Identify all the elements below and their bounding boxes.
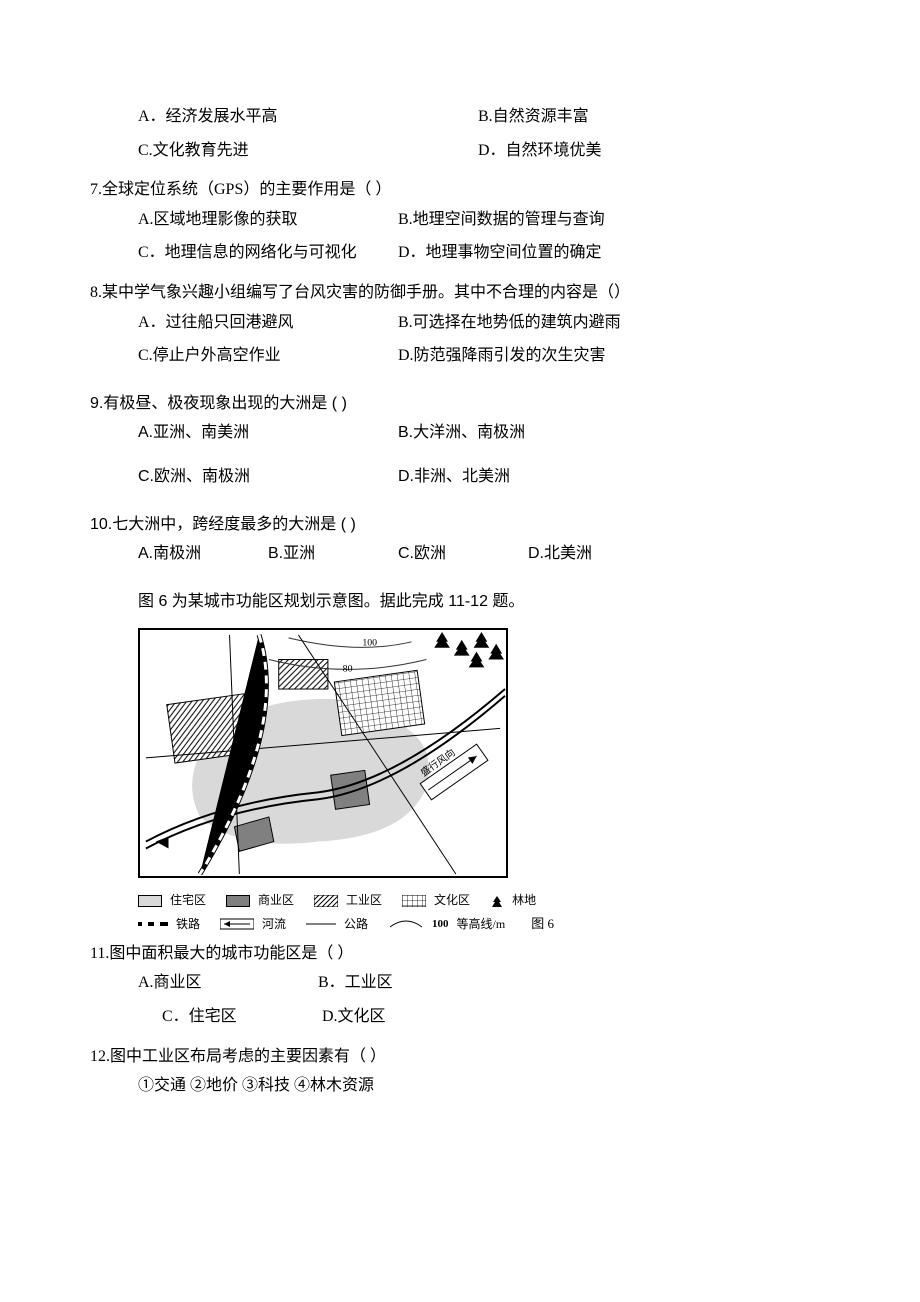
swatch-culture bbox=[402, 895, 426, 907]
legend-culture: 文化区 bbox=[434, 891, 470, 910]
option-c: C.文化教育先进 bbox=[138, 138, 478, 164]
option-row: A．经济发展水平高 B.自然资源丰富 bbox=[90, 104, 830, 134]
factors-line: ①交通 ②地价 ③科技 ④林木资源 bbox=[90, 1073, 830, 1099]
option-row: A.亚洲、南美洲 B.大洋洲、南极洲 bbox=[90, 420, 830, 450]
contour-example-label: 100 bbox=[432, 916, 449, 934]
swatch-industrial bbox=[314, 895, 338, 907]
question-text: 12.图中工业区布局考虑的主要因素有（ ） bbox=[90, 1044, 830, 1070]
option-a: A.亚洲、南美洲 bbox=[138, 420, 398, 446]
figure-caption: 图 6 bbox=[531, 914, 554, 935]
swatch-commercial bbox=[226, 895, 250, 907]
option-b: B.自然资源丰富 bbox=[478, 104, 818, 130]
legend-row-1: 住宅区 商业区 工业区 文化区 林地 bbox=[138, 891, 830, 910]
legend-rail: 铁路 bbox=[176, 915, 200, 934]
option-a: A．经济发展水平高 bbox=[138, 104, 478, 130]
option-c: C．地理信息的网络化与可视化 bbox=[138, 240, 398, 266]
question-trailing: A．经济发展水平高 B.自然资源丰富 C.文化教育先进 D．自然环境优美 bbox=[90, 104, 830, 167]
tree-icon bbox=[490, 894, 504, 908]
question-12: 12.图中工业区布局考虑的主要因素有（ ） ①交通 ②地价 ③科技 ④林木资源 bbox=[90, 1044, 830, 1099]
question-text: 8.某中学气象兴趣小组编写了台风灾害的防御手册。其中不合理的内容是（） bbox=[90, 280, 830, 306]
forest-icon bbox=[434, 632, 504, 667]
question-text: 7.全球定位系统（GPS）的主要作用是（ ） bbox=[90, 177, 830, 203]
legend-row-2: 铁路 河流 公路 100 等高线/m 图 6 bbox=[138, 914, 830, 935]
figure-intro: 图 6 为某城市功能区规划示意图。据此完成 11-12 题。 bbox=[90, 589, 830, 615]
option-b: B．工业区 bbox=[318, 970, 578, 996]
option-c: C．住宅区 bbox=[162, 1004, 322, 1030]
legend-residential: 住宅区 bbox=[170, 891, 206, 910]
question-9: 9.有极昼、极夜现象出现的大洲是 ( ) A.亚洲、南美洲 B.大洋洲、南极洲 … bbox=[90, 391, 830, 494]
question-text: 9.有极昼、极夜现象出现的大洲是 ( ) bbox=[90, 391, 830, 417]
option-row: C．住宅区 D.文化区 bbox=[90, 1004, 830, 1034]
option-b: B.可选择在地势低的建筑内避雨 bbox=[398, 310, 658, 336]
option-c: C.欧洲 bbox=[398, 541, 508, 567]
option-c: C.欧洲、南极洲 bbox=[138, 464, 398, 490]
legend-river: 河流 bbox=[262, 915, 286, 934]
option-d: D.北美洲 bbox=[528, 541, 638, 567]
option-row: A.南极洲 B.亚洲 C.欧洲 D.北美洲 bbox=[90, 541, 830, 571]
option-d: D.非洲、北美洲 bbox=[398, 464, 658, 490]
contour-icon bbox=[388, 917, 424, 931]
option-c: C.停止户外高空作业 bbox=[138, 343, 398, 369]
road-icon bbox=[306, 919, 336, 929]
option-d: D．地理事物空间位置的确定 bbox=[398, 240, 658, 266]
option-b: B.亚洲 bbox=[268, 541, 378, 567]
question-8: 8.某中学气象兴趣小组编写了台风灾害的防御手册。其中不合理的内容是（） A．过往… bbox=[90, 280, 830, 373]
contour-label-100: 100 bbox=[362, 638, 377, 649]
option-row: C.停止户外高空作业 D.防范强降雨引发的次生灾害 bbox=[90, 343, 830, 373]
question-text: 10.七大洲中，跨经度最多的大洲是 ( ) bbox=[90, 512, 830, 538]
question-11: 11.图中面积最大的城市功能区是（ ） A.商业区 B．工业区 C．住宅区 D.… bbox=[90, 941, 830, 1034]
option-row: A．过往船只回港避风 B.可选择在地势低的建筑内避雨 bbox=[90, 310, 830, 340]
legend-contour: 等高线/m bbox=[457, 915, 506, 934]
option-a: A．过往船只回港避风 bbox=[138, 310, 398, 336]
option-d: D.文化区 bbox=[322, 1004, 582, 1030]
swatch-residential bbox=[138, 895, 162, 907]
legend-forest: 林地 bbox=[512, 891, 536, 910]
option-row: C.文化教育先进 D．自然环境优美 bbox=[90, 138, 830, 168]
option-a: A.商业区 bbox=[138, 970, 318, 996]
option-row: A.区域地理影像的获取 B.地理空间数据的管理与查询 bbox=[90, 207, 830, 237]
river-icon bbox=[220, 918, 254, 930]
figure-6: 100 80 盛行风向 住宅区 bbox=[138, 628, 830, 935]
option-a: A.南极洲 bbox=[138, 541, 248, 567]
option-b: B.地理空间数据的管理与查询 bbox=[398, 207, 658, 233]
legend-road: 公路 bbox=[344, 915, 368, 934]
legend-commercial: 商业区 bbox=[258, 891, 294, 910]
question-10: 10.七大洲中，跨经度最多的大洲是 ( ) A.南极洲 B.亚洲 C.欧洲 D.… bbox=[90, 512, 830, 571]
rail-icon bbox=[138, 919, 168, 929]
question-text: 11.图中面积最大的城市功能区是（ ） bbox=[90, 941, 830, 967]
option-d: D.防范强降雨引发的次生灾害 bbox=[398, 343, 658, 369]
option-row: C．地理信息的网络化与可视化 D．地理事物空间位置的确定 bbox=[90, 240, 830, 270]
option-row: C.欧洲、南极洲 D.非洲、北美洲 bbox=[90, 464, 830, 494]
option-row: A.商业区 B．工业区 bbox=[90, 970, 830, 1000]
option-a: A.区域地理影像的获取 bbox=[138, 207, 398, 233]
option-b: B.大洋洲、南极洲 bbox=[398, 420, 658, 446]
legend-industrial: 工业区 bbox=[346, 891, 382, 910]
contour-label-80: 80 bbox=[343, 664, 353, 675]
option-d: D．自然环境优美 bbox=[478, 138, 818, 164]
question-7: 7.全球定位系统（GPS）的主要作用是（ ） A.区域地理影像的获取 B.地理空… bbox=[90, 177, 830, 270]
city-plan-diagram: 100 80 盛行风向 bbox=[138, 628, 508, 878]
